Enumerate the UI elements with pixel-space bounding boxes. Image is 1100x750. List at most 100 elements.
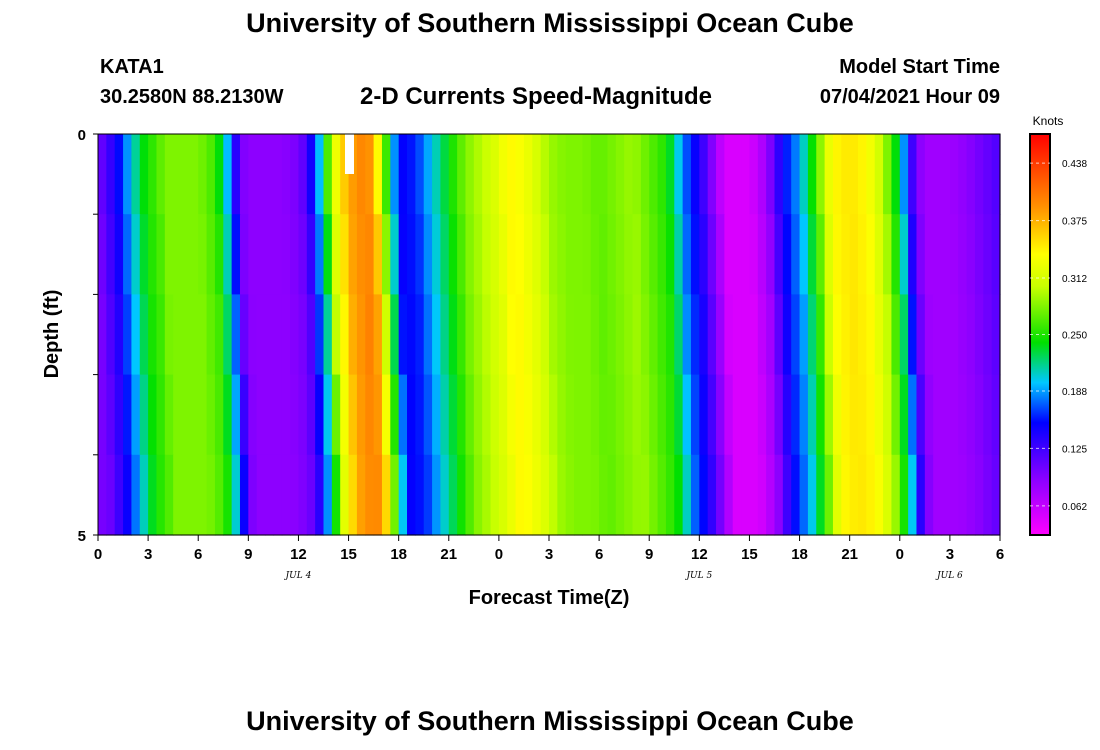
heatmap-cell: [298, 134, 308, 215]
heatmap-cell: [791, 214, 801, 295]
heatmap-cell: [323, 374, 333, 456]
y-tick-label: 5: [78, 528, 86, 545]
heatmap-cell: [148, 134, 158, 215]
heatmap-cell: [340, 294, 350, 376]
heatmap-cell: [515, 374, 525, 456]
heatmap-cell: [632, 294, 642, 376]
heatmap-cell: [782, 214, 792, 295]
heatmap-cell: [832, 454, 842, 536]
heatmap-cell: [482, 294, 492, 376]
heatmap-cell: [941, 454, 951, 536]
heatmap-cell: [523, 294, 533, 376]
heatmap-cell: [624, 374, 634, 456]
heatmap-cell: [365, 374, 375, 456]
heatmap-cell: [131, 374, 141, 456]
heatmap-cell: [407, 454, 416, 536]
heatmap-cell: [983, 374, 993, 456]
heatmap-cell: [540, 454, 550, 536]
heatmap-cell: [732, 214, 742, 295]
heatmap-cell: [858, 454, 867, 536]
heatmap-cell: [440, 454, 450, 536]
heatmap-cell: [532, 134, 542, 215]
heatmap-cell: [557, 214, 567, 295]
heatmap-cell: [649, 374, 659, 456]
heatmap-cell: [874, 134, 884, 215]
heatmap-cell: [123, 134, 133, 215]
heatmap-cell: [448, 214, 458, 295]
heatmap-cell: [206, 374, 216, 456]
heatmap-cell: [632, 214, 642, 295]
heatmap-cell: [398, 294, 408, 376]
heatmap-cell: [682, 454, 692, 536]
heatmap-cell: [807, 374, 817, 456]
heatmap-cell: [741, 374, 751, 456]
heatmap-cell: [741, 454, 751, 536]
heatmap-cell: [991, 134, 1001, 215]
heatmap-cell: [365, 134, 375, 215]
heatmap-cell: [883, 374, 893, 456]
heatmap-cell: [139, 454, 149, 536]
x-tick-label: 21: [440, 546, 457, 563]
heatmap-cell: [891, 214, 901, 295]
heatmap-cell: [298, 294, 308, 376]
heatmap-cell: [223, 294, 233, 376]
heatmap-cell: [908, 134, 918, 215]
heatmap-cell: [690, 134, 700, 215]
heatmap-cell: [390, 214, 400, 295]
heatmap-cell: [507, 374, 517, 456]
x-tick-label: 0: [94, 546, 102, 563]
heatmap-cell: [766, 134, 776, 215]
heatmap-cell: [239, 214, 249, 295]
heatmap-cell: [164, 374, 174, 456]
heatmap-cell: [448, 134, 458, 215]
heatmap-cell: [574, 374, 584, 456]
heatmap-cell: [974, 374, 984, 456]
heatmap-cell: [941, 374, 951, 456]
heatmap-cell: [699, 374, 709, 456]
heatmap-cell: [331, 214, 341, 295]
x-tick-label: 12: [290, 546, 307, 563]
heatmap-cell: [223, 214, 233, 295]
heatmap-cell: [273, 294, 283, 376]
heatmap-cell: [114, 454, 124, 536]
heatmap-cell: [189, 134, 199, 215]
heatmap-cell: [131, 134, 141, 215]
heatmap-cell: [515, 134, 525, 215]
heatmap-cell: [549, 454, 558, 536]
heatmap-cell: [724, 134, 734, 215]
heatmap-cell: [899, 134, 909, 215]
heatmap-cell: [106, 454, 116, 536]
heatmap-cell: [373, 294, 383, 376]
heatmap-cell: [958, 374, 968, 456]
heatmap-cell: [949, 374, 959, 456]
heatmap-cell: [949, 294, 959, 376]
heatmap-cell: [883, 134, 893, 215]
heatmap-cell: [749, 134, 759, 215]
heatmap-cell: [198, 374, 208, 456]
x-tick-label: 15: [340, 546, 357, 563]
heatmap-cell: [866, 374, 876, 456]
heatmap-cell: [381, 454, 391, 536]
heatmap-cell: [415, 134, 425, 215]
heatmap-cell: [949, 214, 959, 295]
heatmap-cell: [265, 374, 274, 456]
heatmap-cell: [415, 374, 425, 456]
heatmap-cell: [131, 454, 141, 536]
heatmap-cell: [164, 214, 174, 295]
heatmap-cell: [139, 134, 149, 215]
heatmap-cell: [549, 374, 558, 456]
heatmap-cell: [724, 294, 734, 376]
heatmap-cell: [933, 374, 943, 456]
heatmap-cell: [782, 454, 792, 536]
heatmap-cell: [498, 294, 508, 376]
heatmap-cell: [298, 374, 308, 456]
heatmap-cell: [515, 294, 525, 376]
heatmap-cell: [398, 454, 408, 536]
heatmap-cell: [214, 134, 224, 215]
heatmap-cell: [440, 374, 450, 456]
heatmap-cell: [941, 294, 951, 376]
heatmap-cell: [624, 214, 634, 295]
heatmap-cell: [323, 454, 333, 536]
heatmap-cell: [390, 374, 400, 456]
heatmap-cell: [507, 294, 517, 376]
